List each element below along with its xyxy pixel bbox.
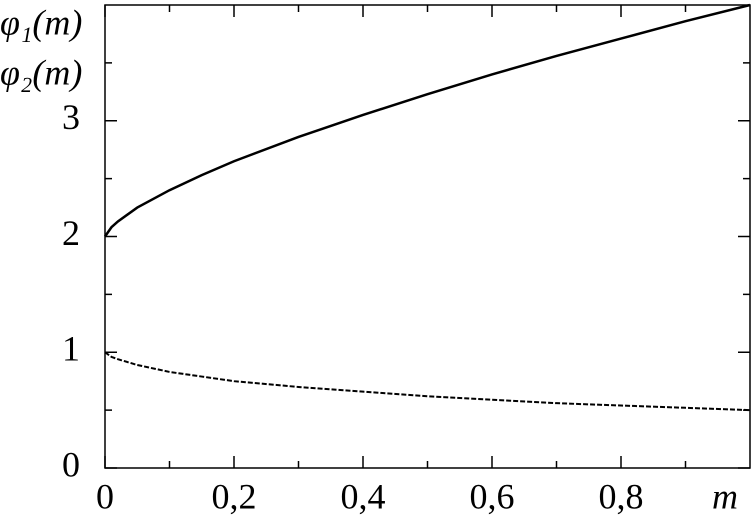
y-tick-label: 3 (62, 97, 80, 137)
x-axis-label: m (712, 476, 738, 516)
x-tick-label: 0,8 (599, 476, 644, 516)
series-label: φ₂(m) (0, 52, 82, 92)
x-tick-label: 0 (96, 476, 114, 516)
series-line (104, 351, 751, 412)
y-tick-label: 0 (62, 444, 80, 484)
series-line (103, 3, 751, 238)
series-label: φ₁(m) (0, 2, 82, 42)
y-tick-label: 1 (62, 329, 80, 369)
x-tick-label: 0,2 (212, 476, 257, 516)
plot-frame (104, 4, 751, 469)
y-tick-label: 2 (62, 213, 80, 253)
x-tick-label: 0,4 (341, 476, 386, 516)
x-tick-label: 0,6 (470, 476, 515, 516)
